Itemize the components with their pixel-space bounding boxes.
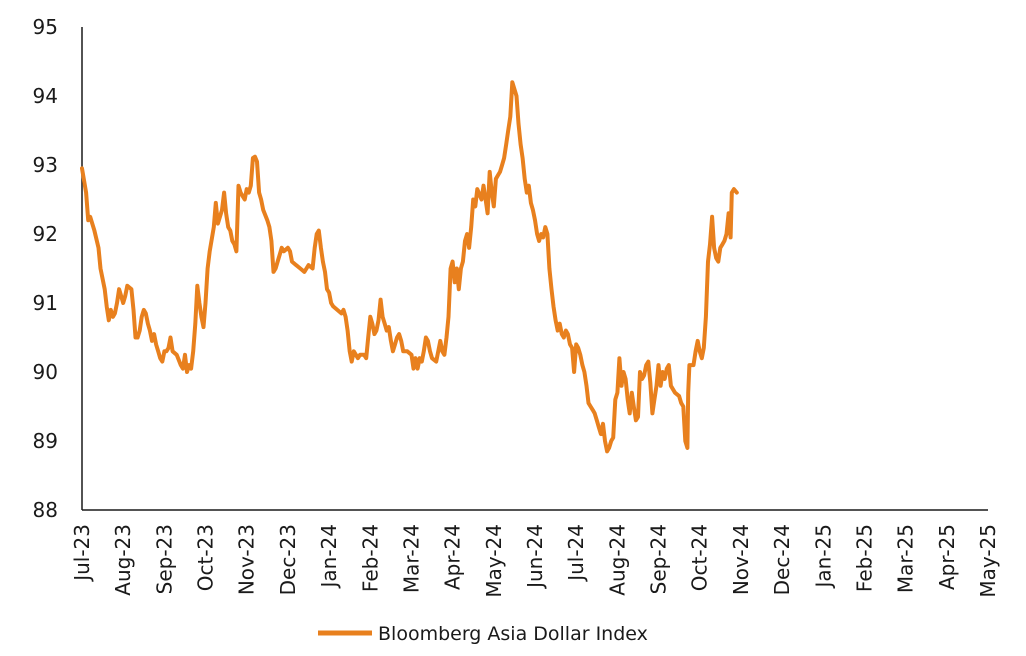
y-tick-label: 91	[33, 291, 58, 315]
x-tick-label: Dec-24	[770, 524, 794, 595]
x-tick-label: Dec-23	[276, 524, 300, 595]
x-tick-label: Jan-24	[317, 524, 341, 590]
x-tick-label: May-24	[482, 524, 506, 598]
x-tick-label: Jul-24	[564, 524, 588, 583]
x-tick-label: Jun-24	[523, 524, 547, 590]
x-tick-label: May-25	[976, 524, 1000, 598]
x-tick-label: Mar-24	[399, 524, 423, 593]
x-tick-label: Aug-23	[111, 524, 135, 596]
y-tick-label: 94	[33, 84, 58, 108]
legend-label: Bloomberg Asia Dollar Index	[378, 623, 648, 645]
x-tick-label: Feb-25	[852, 524, 876, 592]
x-tick-label: Jul-23	[70, 524, 94, 583]
x-tick-label: Mar-25	[894, 524, 918, 593]
x-tick-label: Apr-24	[441, 524, 465, 590]
y-tick-label: 90	[33, 360, 58, 384]
x-tick-label: Apr-25	[935, 524, 959, 590]
y-tick-label: 95	[33, 15, 58, 39]
x-tick-label: Nov-24	[729, 524, 753, 595]
x-axis-ticks: Jul-23 Aug-23 Sep-23 Oct-23 Nov-23 Dec-23 Jan-…	[70, 524, 1000, 598]
x-tick-label: Nov-23	[235, 524, 259, 595]
y-tick-label: 88	[33, 498, 58, 522]
legend: Bloomberg Asia Dollar Index	[318, 623, 648, 645]
x-tick-label: Oct-24	[688, 524, 712, 591]
y-tick-label: 92	[33, 222, 58, 246]
x-tick-label: Sep-23	[152, 524, 176, 594]
y-tick-label: 93	[33, 153, 58, 177]
series-group	[80, 80, 739, 454]
x-tick-label: Feb-24	[358, 524, 382, 592]
x-tick-label: Oct-23	[194, 524, 218, 591]
x-tick-label: Aug-24	[605, 524, 629, 596]
x-tick-label: Jan-25	[811, 524, 835, 590]
x-tick-label: Sep-24	[647, 524, 671, 594]
series-line	[80, 80, 739, 454]
y-tick-label: 89	[33, 429, 58, 453]
y-axis-ticks: 88 89 90 91 92 93 94 95	[33, 15, 58, 522]
